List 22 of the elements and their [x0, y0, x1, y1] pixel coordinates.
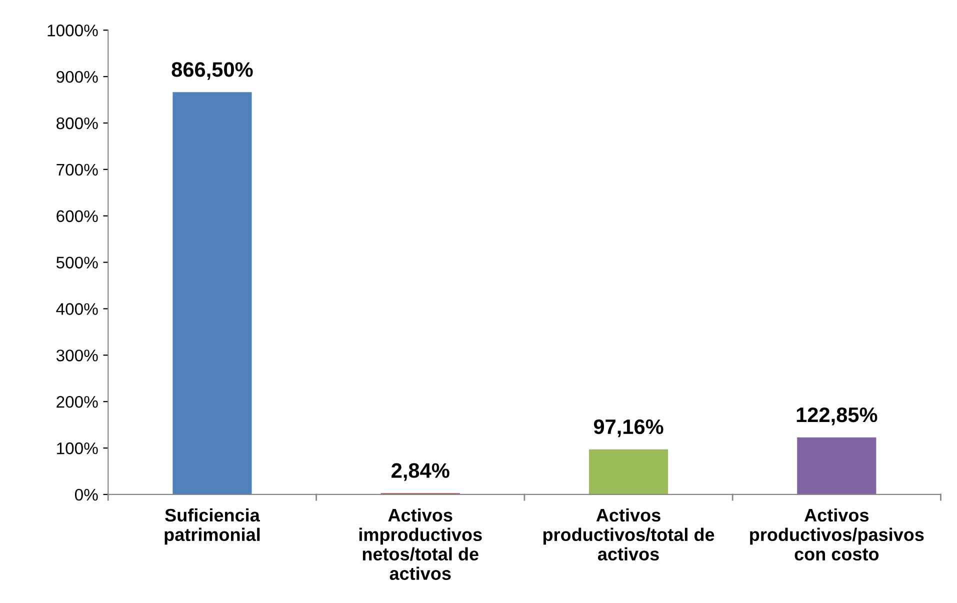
y-tick-label: 600% [56, 210, 98, 222]
x-tick-label: Activos productivos/pasivos con costo [750, 508, 924, 561]
y-tick-label: 100% [57, 442, 98, 454]
y-tick-label: 200% [56, 396, 98, 408]
x-tick-label: Activos improductivos netos/total de activos [359, 508, 482, 580]
y-tick-label: 300% [56, 350, 98, 362]
y-tick-label: 900% [56, 70, 98, 83]
data-label: 97,16% [594, 419, 664, 438]
y-tick-label: 500% [56, 256, 98, 269]
y-tick-label: 700% [56, 164, 98, 176]
y-tick-label: 0% [74, 488, 98, 501]
bar [797, 437, 876, 494]
y-tick-label: 400% [56, 303, 98, 315]
y-tick-label: 800% [56, 117, 98, 130]
x-tick-label: Suficiencia patrimonial [164, 508, 260, 545]
data-label: 122,85% [796, 407, 878, 426]
data-label: 866,50% [172, 62, 253, 80]
bar [172, 92, 252, 494]
y-tick-label: 1000% [48, 24, 98, 36]
x-tick-label: Activos productivos/total de activos [543, 508, 714, 561]
data-label: 2,84% [392, 463, 450, 481]
bar [588, 449, 668, 494]
